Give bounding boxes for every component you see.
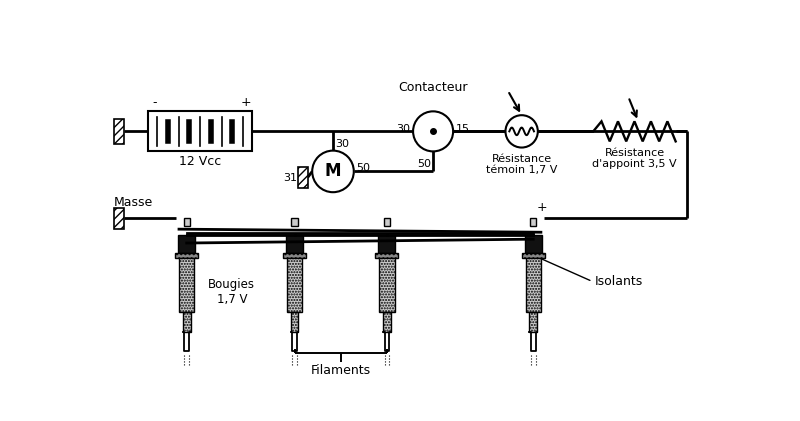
- Bar: [179, 258, 194, 312]
- Bar: [530, 312, 537, 332]
- Text: Résistance
témoin 1,7 V: Résistance témoin 1,7 V: [486, 154, 558, 175]
- Text: -: -: [152, 96, 157, 109]
- Bar: [286, 235, 303, 253]
- Text: Filaments: Filaments: [310, 364, 370, 377]
- Bar: [526, 258, 541, 312]
- Bar: [530, 218, 536, 226]
- Text: M: M: [325, 163, 342, 181]
- Bar: [114, 119, 124, 144]
- Bar: [375, 253, 398, 258]
- Bar: [184, 218, 190, 226]
- Bar: [148, 111, 252, 152]
- Bar: [290, 312, 298, 332]
- Circle shape: [413, 111, 453, 152]
- Bar: [114, 208, 124, 229]
- Text: 31: 31: [283, 173, 297, 183]
- Circle shape: [312, 151, 354, 192]
- Bar: [298, 167, 308, 188]
- Text: 50: 50: [356, 163, 370, 173]
- Bar: [378, 235, 395, 253]
- Text: 12 Vcc: 12 Vcc: [179, 155, 222, 168]
- Text: 30: 30: [335, 139, 350, 149]
- Text: +: +: [241, 96, 251, 109]
- Text: Masse: Masse: [114, 197, 153, 210]
- Bar: [291, 218, 298, 226]
- Bar: [383, 312, 390, 332]
- Bar: [178, 235, 195, 253]
- Text: +: +: [537, 201, 548, 214]
- Bar: [183, 312, 190, 332]
- Text: 30: 30: [396, 124, 410, 134]
- Bar: [379, 258, 394, 312]
- Text: Contacteur: Contacteur: [398, 81, 468, 94]
- Text: Bougies
1,7 V: Bougies 1,7 V: [208, 278, 255, 306]
- Bar: [287, 258, 302, 312]
- Text: 15: 15: [456, 124, 470, 134]
- Text: Isolants: Isolants: [594, 275, 643, 288]
- Bar: [384, 218, 390, 226]
- Bar: [522, 253, 545, 258]
- Text: 50: 50: [417, 159, 430, 169]
- Bar: [175, 253, 198, 258]
- Bar: [283, 253, 306, 258]
- Circle shape: [506, 115, 538, 147]
- Bar: [525, 235, 542, 253]
- Text: Résistance
d'appoint 3,5 V: Résistance d'appoint 3,5 V: [592, 147, 677, 169]
